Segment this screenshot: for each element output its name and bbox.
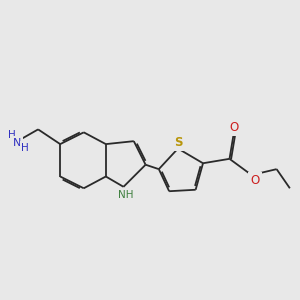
- Text: N: N: [13, 138, 22, 148]
- Text: H: H: [8, 130, 16, 140]
- Text: S: S: [174, 136, 182, 148]
- Text: O: O: [229, 121, 239, 134]
- Text: NH: NH: [118, 190, 134, 200]
- Text: H: H: [21, 142, 29, 153]
- Text: O: O: [250, 174, 260, 187]
